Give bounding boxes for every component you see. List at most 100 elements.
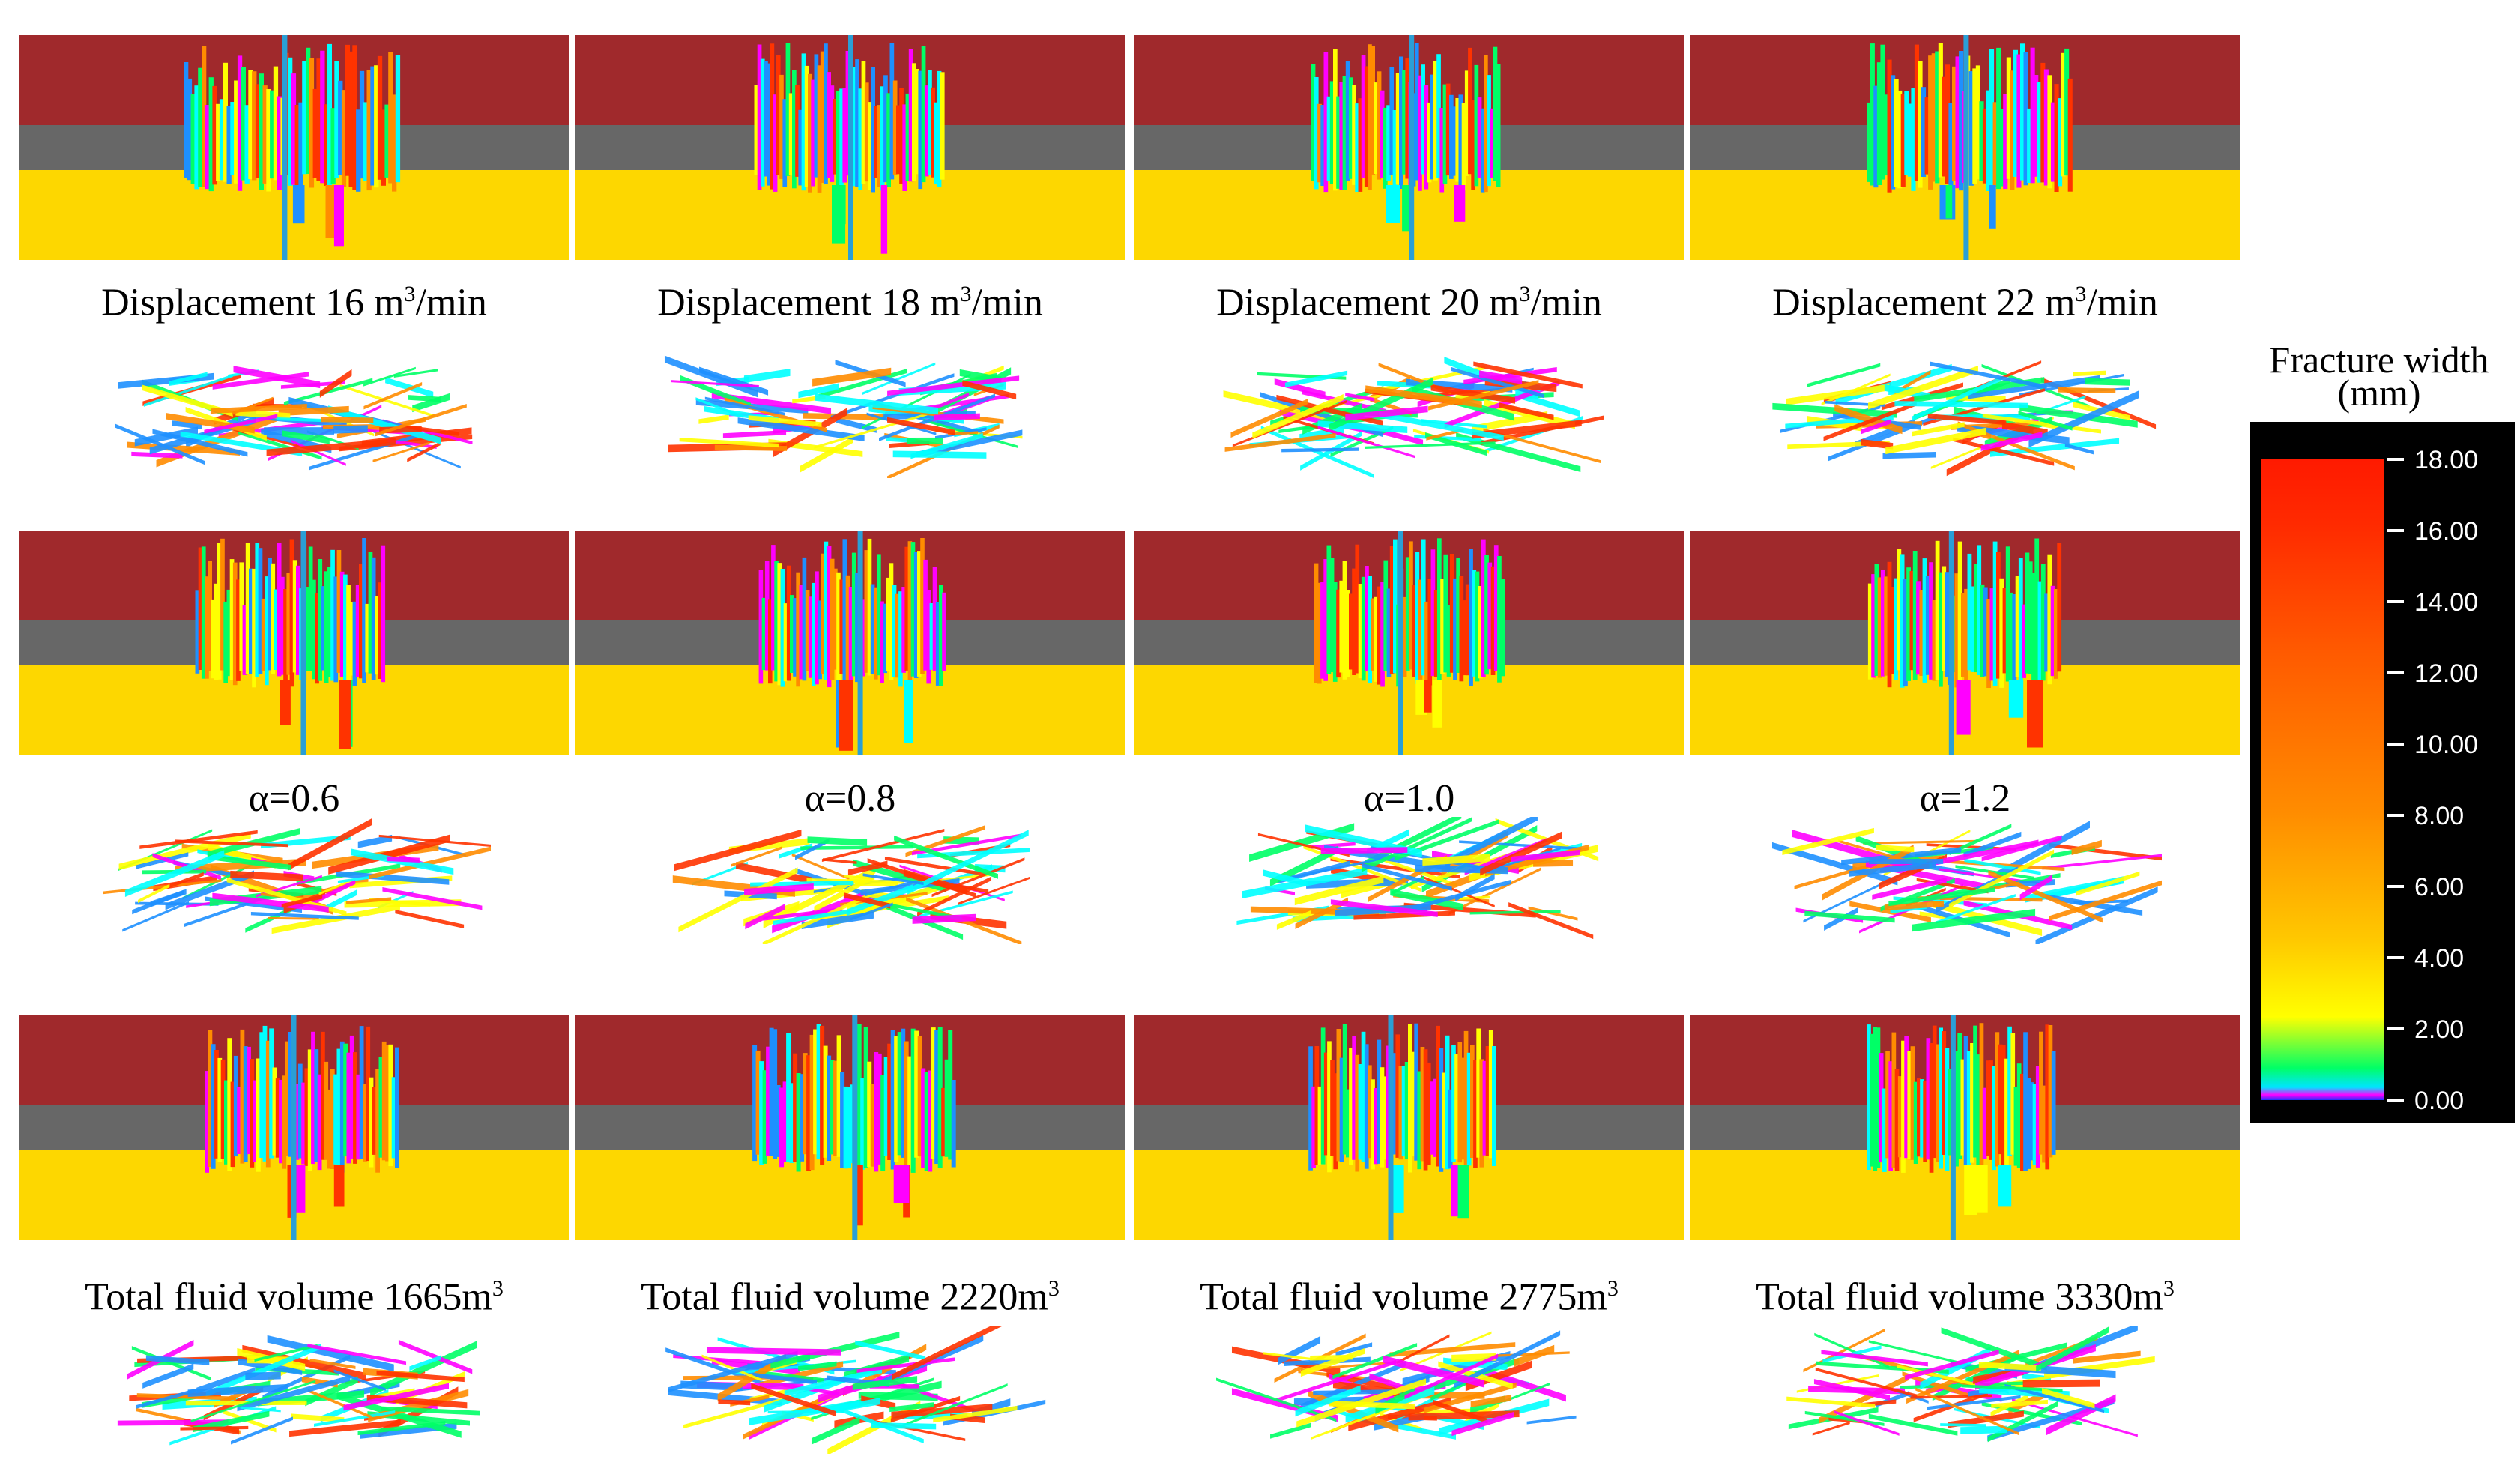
wellbore: [1409, 35, 1415, 260]
legend-color-bar: [2261, 459, 2384, 1100]
legend-tick-label: 16.00: [2414, 517, 2479, 546]
legend-tick-label: 2.00: [2414, 1015, 2465, 1044]
panel-caption: Displacement 18 m3/min: [575, 283, 1125, 322]
legend-tick-mark: [2387, 600, 2404, 603]
layer-bottom: [1134, 665, 1684, 755]
fracture-network-plan-view: [1772, 1326, 2162, 1454]
caption-superscript: 3: [1519, 282, 1531, 306]
caption-text: Displacement 18 m: [657, 281, 961, 324]
legend-tick-label: 12.00: [2414, 659, 2479, 688]
fracture-elevation-panel: [575, 35, 1125, 260]
fracture-elevation-panel: [1690, 35, 2240, 260]
wellbore: [1388, 1015, 1394, 1240]
panel-caption: α=0.6: [19, 779, 569, 818]
fracture-elevation-panel: [1134, 35, 1684, 260]
caption-unit: /min: [2086, 281, 2158, 324]
wellbore: [1398, 531, 1403, 755]
fracture-body: [754, 43, 945, 254]
wellbore: [291, 1015, 297, 1240]
legend-title-line2: (mm): [2337, 372, 2421, 414]
fracture-network-plan-view: [101, 351, 491, 478]
fracture-network-plan-view: [101, 817, 491, 944]
panel-caption: Displacement 16 m3/min: [19, 283, 569, 322]
caption-text: Total fluid volume 1665m: [85, 1275, 492, 1319]
fracture-elevation-panel: [1134, 1015, 1684, 1240]
panel-caption: α=1.2: [1690, 779, 2240, 818]
panel-caption: Total fluid volume 2775m3: [1134, 1278, 1684, 1317]
caption-superscript: 3: [1607, 1276, 1619, 1301]
wellbore: [282, 35, 288, 260]
caption-text: α=0.8: [804, 777, 896, 820]
fracture-network-plan-view: [657, 351, 1047, 478]
legend-tick-mark: [2387, 671, 2404, 674]
wellbore: [1963, 35, 1969, 260]
legend-tick-label: 10.00: [2414, 731, 2479, 759]
legend-tick-mark: [2387, 956, 2404, 959]
wellbore: [1948, 531, 1954, 755]
caption-unit: /min: [971, 281, 1043, 324]
legend-tick-mark: [2387, 529, 2404, 532]
fracture-network-plan-view: [657, 817, 1047, 944]
caption-superscript: 3: [2075, 282, 2087, 306]
fracture-network-plan-view: [1216, 1326, 1606, 1454]
fracture-body: [752, 1024, 956, 1226]
fracture-body: [1311, 43, 1501, 232]
wellbore: [1950, 1015, 1956, 1240]
caption-superscript: 3: [2163, 1276, 2175, 1301]
fracture-network-plan-view: [1216, 817, 1606, 944]
legend-tick-label: 18.00: [2414, 446, 2479, 474]
fracture-elevation-panel: [19, 1015, 569, 1240]
caption-unit: /min: [415, 281, 487, 324]
caption-superscript: 3: [1048, 1276, 1060, 1301]
caption-text: α=1.2: [1919, 777, 2011, 820]
caption-text: Displacement 20 m: [1216, 281, 1520, 324]
legend-tick-mark: [2387, 1027, 2404, 1030]
fracture-elevation-panel: [19, 35, 569, 260]
caption-text: Total fluid volume 2775m: [1200, 1275, 1607, 1319]
fracture-network-plan-view: [1772, 351, 2162, 478]
legend-tick-label: 6.00: [2414, 873, 2465, 901]
legend-tick-label: 8.00: [2414, 802, 2465, 830]
legend-tick-label: 0.00: [2414, 1087, 2465, 1115]
legend-tick-mark: [2387, 814, 2404, 817]
fracture-network-plan-view: [657, 1326, 1047, 1454]
fracture-body: [1867, 43, 2073, 229]
legend-title: Fracture width (mm): [2237, 339, 2520, 414]
panel-caption: α=1.0: [1134, 779, 1684, 818]
fracture-elevation-panel: [1690, 531, 2240, 755]
panel-caption: Total fluid volume 2220m3: [575, 1278, 1125, 1317]
fracture-body: [1308, 1023, 1496, 1219]
fracture-network-plan-view: [1216, 351, 1606, 478]
fracture-network-plan-view: [101, 1326, 491, 1454]
panel-caption: α=0.8: [575, 779, 1125, 818]
color-legend: 18.00 16.00 14.00 12.00 10.00 8.00 6.00 4.00 2.0…: [2250, 422, 2515, 1123]
caption-text: Displacement 16 m: [101, 281, 405, 324]
wellbore: [848, 35, 853, 260]
fracture-elevation-panel: [1690, 1015, 2240, 1240]
legend-tick-mark: [2387, 458, 2404, 461]
panel-caption: Total fluid volume 1665m3: [19, 1278, 569, 1317]
wellbore: [852, 1015, 858, 1240]
caption-text: α=0.6: [248, 777, 340, 820]
legend-tick-label: 14.00: [2414, 588, 2479, 617]
caption-superscript: 3: [492, 1276, 504, 1301]
fracture-body: [758, 538, 946, 751]
fracture-elevation-panel: [19, 531, 569, 755]
wellbore: [300, 531, 306, 755]
legend-tick-label: 4.00: [2414, 944, 2465, 973]
panel-caption: Total fluid volume 3330m3: [1690, 1278, 2240, 1317]
legend-tick-mark: [2387, 1099, 2404, 1102]
panel-caption: Displacement 20 m3/min: [1134, 283, 1684, 322]
caption-unit: /min: [1530, 281, 1602, 324]
layer-bottom: [19, 665, 569, 755]
caption-superscript: 3: [404, 282, 416, 306]
caption-text: Displacement 22 m: [1772, 281, 2076, 324]
fracture-body: [1867, 538, 2062, 748]
fracture-network-plan-view: [1772, 817, 2162, 944]
legend-tick-mark: [2387, 885, 2404, 888]
fracture-elevation-panel: [575, 531, 1125, 755]
fracture-elevation-panel: [1134, 531, 1684, 755]
caption-text: α=1.0: [1363, 777, 1455, 820]
legend-tick-mark: [2387, 743, 2404, 746]
legend-title-line1: Fracture width: [2269, 339, 2489, 381]
